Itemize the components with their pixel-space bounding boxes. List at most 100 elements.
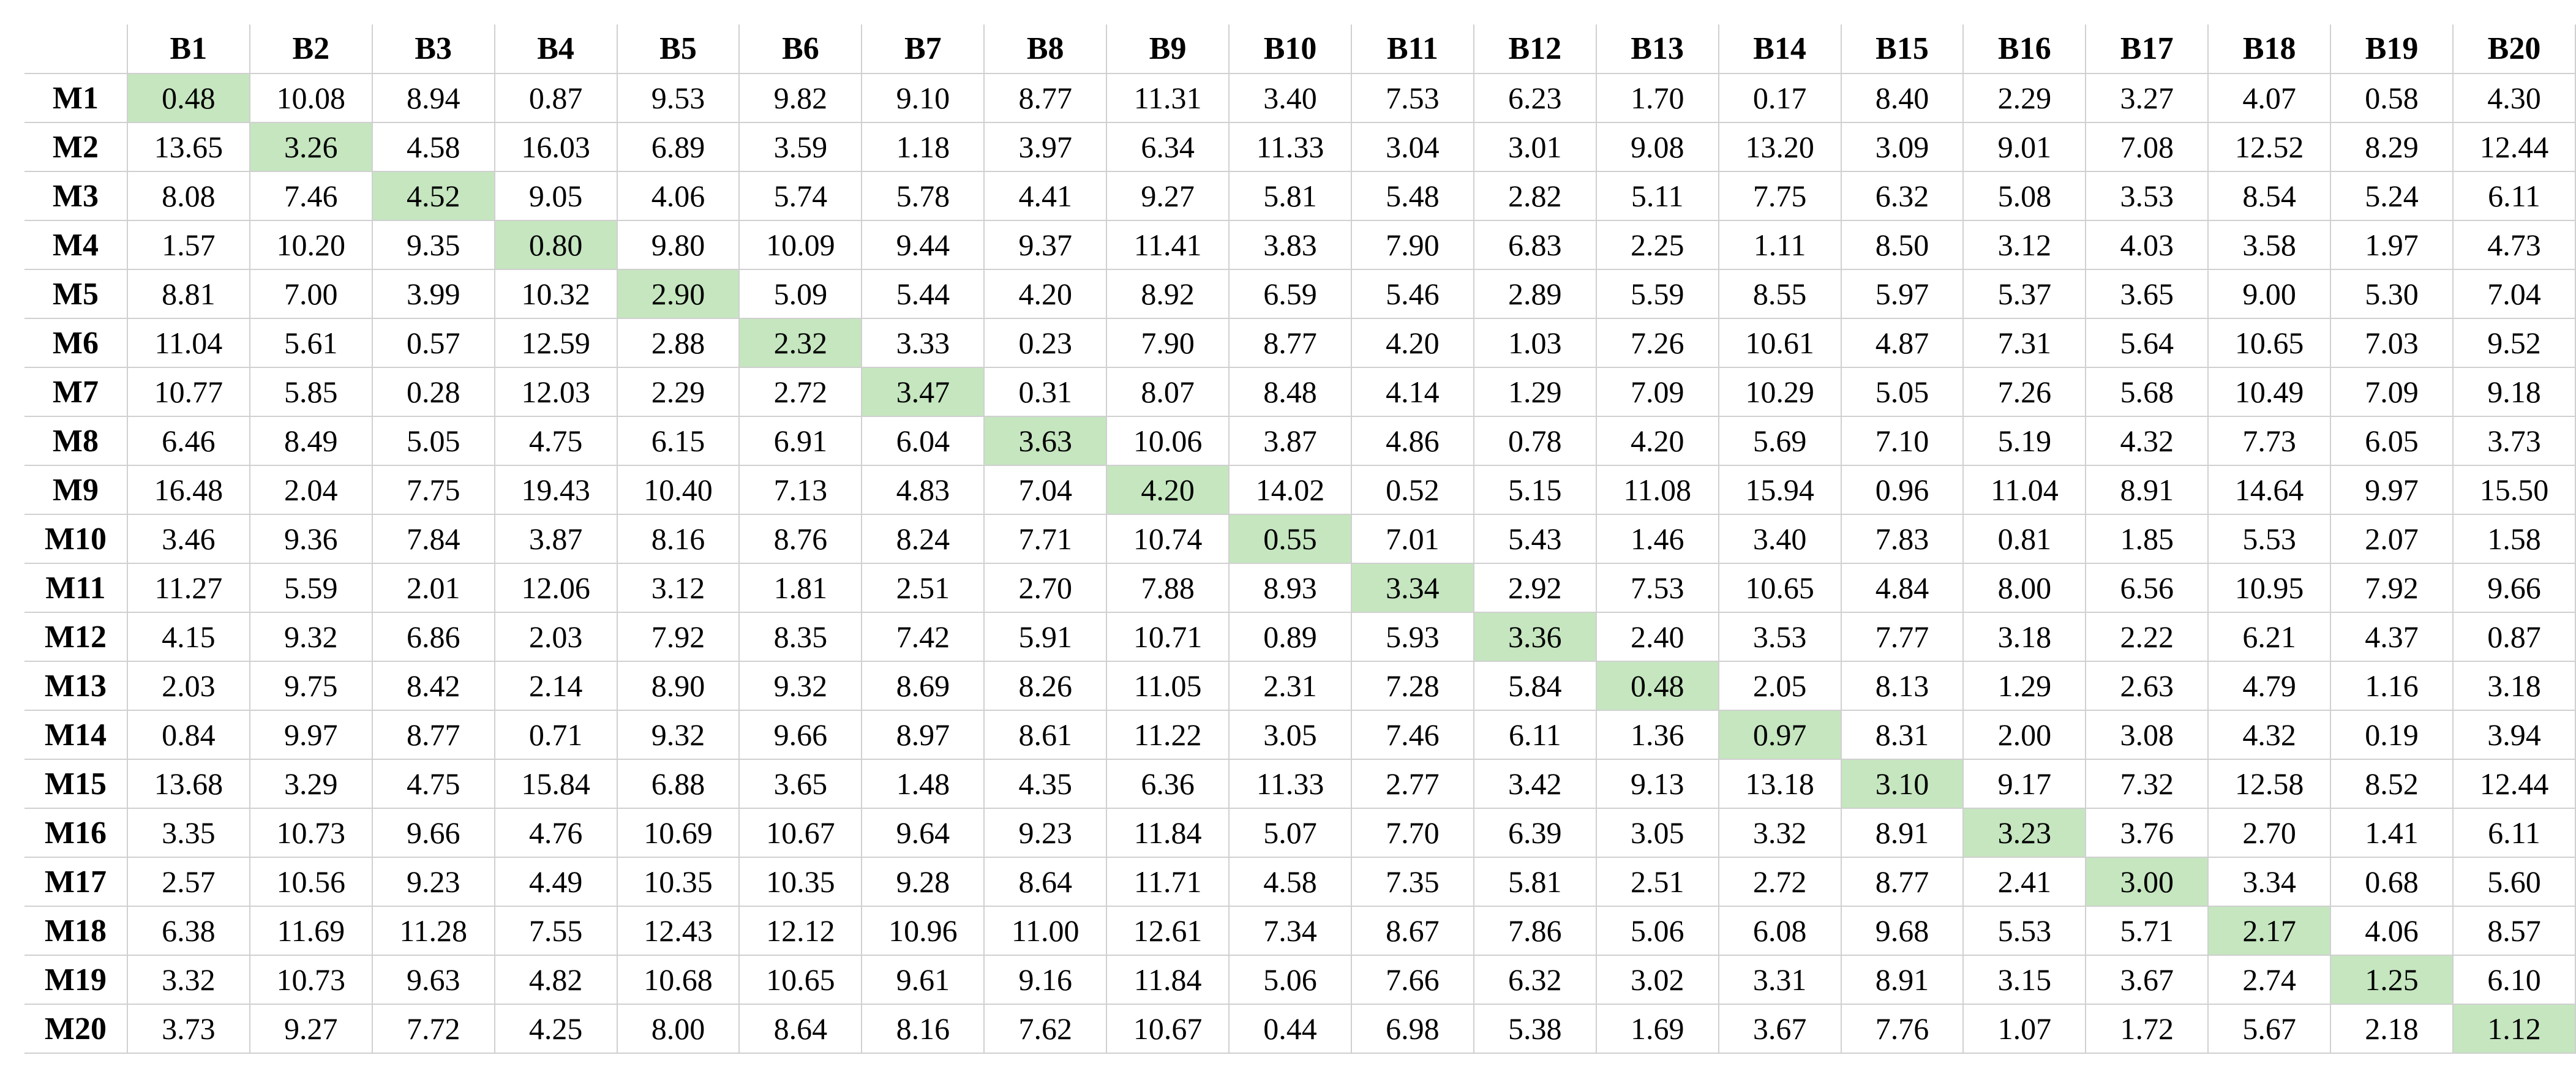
table-cell: 3.87 [1228, 416, 1351, 466]
table-cell: 7.04 [983, 465, 1107, 515]
table-cell: 7.28 [1350, 661, 1474, 711]
table-cell: 6.08 [1718, 906, 1841, 956]
table-cell: 3.87 [494, 514, 617, 564]
table-cell: 5.09 [738, 269, 862, 319]
table-row: M1 0.48 10.08 8.94 0.87 9.53 9.82 9.10 8.77 11.31… [24, 73, 2576, 123]
table-cell: 3.18 [2452, 661, 2576, 711]
table-cell: 5.24 [2330, 171, 2453, 221]
table-cell: 3.65 [2085, 269, 2209, 319]
table-cell: 2.29 [616, 367, 740, 417]
table-cell: 5.91 [983, 612, 1107, 662]
table-cell: 1.57 [126, 220, 250, 270]
table-cell: 2.22 [2085, 612, 2209, 662]
table-cell: 7.90 [1106, 318, 1230, 368]
table-cell: 8.16 [861, 1004, 985, 1054]
table-cell: 5.43 [1473, 514, 1596, 564]
highlighted-cell: 0.55 [1228, 514, 1351, 564]
table-cell: 9.18 [2452, 367, 2576, 417]
table-cell: 7.92 [2330, 563, 2453, 613]
table-cell: 2.51 [861, 563, 985, 613]
table-cell: 8.77 [983, 73, 1107, 123]
table-cell: 7.46 [249, 171, 372, 221]
table-cell: 13.68 [126, 759, 250, 809]
table-cell: 8.91 [2085, 465, 2209, 515]
table-cell: 10.35 [616, 857, 740, 907]
table-cell: 7.09 [2330, 367, 2453, 417]
column-header: B10 [1228, 24, 1351, 74]
table-cell: 2.29 [1962, 73, 2086, 123]
table-cell: 7.77 [1840, 612, 1964, 662]
table-cell: 7.10 [1840, 416, 1964, 466]
table-cell: 9.13 [1595, 759, 1719, 809]
row-header: M16 [24, 808, 127, 858]
table-cell: 7.76 [1840, 1004, 1964, 1054]
table-cell: 4.25 [494, 1004, 617, 1054]
table-cell: 0.17 [1718, 73, 1841, 123]
table-cell: 9.27 [1106, 171, 1230, 221]
table-cell: 7.01 [1350, 514, 1474, 564]
table-cell: 6.21 [2207, 612, 2331, 662]
table-cell: 2.00 [1962, 710, 2086, 760]
table-cell: 2.03 [126, 661, 250, 711]
table-cell: 6.10 [2452, 955, 2576, 1005]
table-cell: 8.57 [2452, 906, 2576, 956]
table-cell: 5.19 [1962, 416, 2086, 466]
table-cell: 7.03 [2330, 318, 2453, 368]
table-cell: 9.66 [738, 710, 862, 760]
table-cell: 2.88 [616, 318, 740, 368]
table-cell: 6.83 [1473, 220, 1596, 270]
table-cell: 16.48 [126, 465, 250, 515]
table-cell: 4.84 [1840, 563, 1964, 613]
highlighted-cell: 3.34 [1350, 563, 1474, 613]
distance-matrix-table: B1 B2 B3 B4 B5 B6 B7 B8 B9 B10 B11 B12 B13 B14 B15 B16 B… [24, 24, 2576, 1054]
table-cell: 3.65 [738, 759, 862, 809]
table-cell: 0.57 [371, 318, 495, 368]
table-cell: 11.05 [1106, 661, 1230, 711]
table-cell: 7.75 [371, 465, 495, 515]
table-row: M13 2.03 9.75 8.42 2.14 8.90 9.32 8.69 8.26 11.05… [24, 661, 2576, 711]
table-cell: 10.32 [494, 269, 617, 319]
table-cell: 6.34 [1106, 122, 1230, 172]
table-cell: 11.84 [1106, 808, 1230, 858]
table-cell: 6.32 [1840, 171, 1964, 221]
table-cell: 6.05 [2330, 416, 2453, 466]
table-cell: 4.86 [1350, 416, 1474, 466]
table-cell: 3.59 [738, 122, 862, 172]
corner-cell [24, 24, 127, 74]
table-cell: 0.71 [494, 710, 617, 760]
table-cell: 0.28 [371, 367, 495, 417]
table-cell: 10.61 [1718, 318, 1841, 368]
table-cell: 8.97 [861, 710, 985, 760]
highlighted-cell: 1.12 [2452, 1004, 2576, 1054]
table-cell: 15.84 [494, 759, 617, 809]
table-cell: 5.84 [1473, 661, 1596, 711]
table-cell: 10.73 [249, 955, 372, 1005]
table-cell: 6.15 [616, 416, 740, 466]
table-cell: 7.42 [861, 612, 985, 662]
table-cell: 12.44 [2452, 759, 2576, 809]
table-cell: 5.97 [1840, 269, 1964, 319]
table-cell: 9.17 [1962, 759, 2086, 809]
table-cell: 11.84 [1106, 955, 1230, 1005]
table-cell: 14.64 [2207, 465, 2331, 515]
table-cell: 5.38 [1473, 1004, 1596, 1054]
table-cell: 8.00 [616, 1004, 740, 1054]
highlighted-cell: 2.32 [738, 318, 862, 368]
table-cell: 1.81 [738, 563, 862, 613]
table-cell: 10.96 [861, 906, 985, 956]
table-cell: 9.80 [616, 220, 740, 270]
table-cell: 6.98 [1350, 1004, 1474, 1054]
table-cell: 11.28 [371, 906, 495, 956]
table-cell: 2.41 [1962, 857, 2086, 907]
table-cell: 5.71 [2085, 906, 2209, 956]
table-cell: 6.36 [1106, 759, 1230, 809]
table-cell: 5.30 [2330, 269, 2453, 319]
column-header: B16 [1962, 24, 2086, 74]
table-cell: 3.67 [1718, 1004, 1841, 1054]
table-cell: 2.18 [2330, 1004, 2453, 1054]
table-cell: 6.86 [371, 612, 495, 662]
table-row: M12 4.15 9.32 6.86 2.03 7.92 8.35 7.42 5.91 10.71… [24, 612, 2576, 662]
table-cell: 2.31 [1228, 661, 1351, 711]
table-cell: 4.32 [2207, 710, 2331, 760]
table-cell: 10.49 [2207, 367, 2331, 417]
